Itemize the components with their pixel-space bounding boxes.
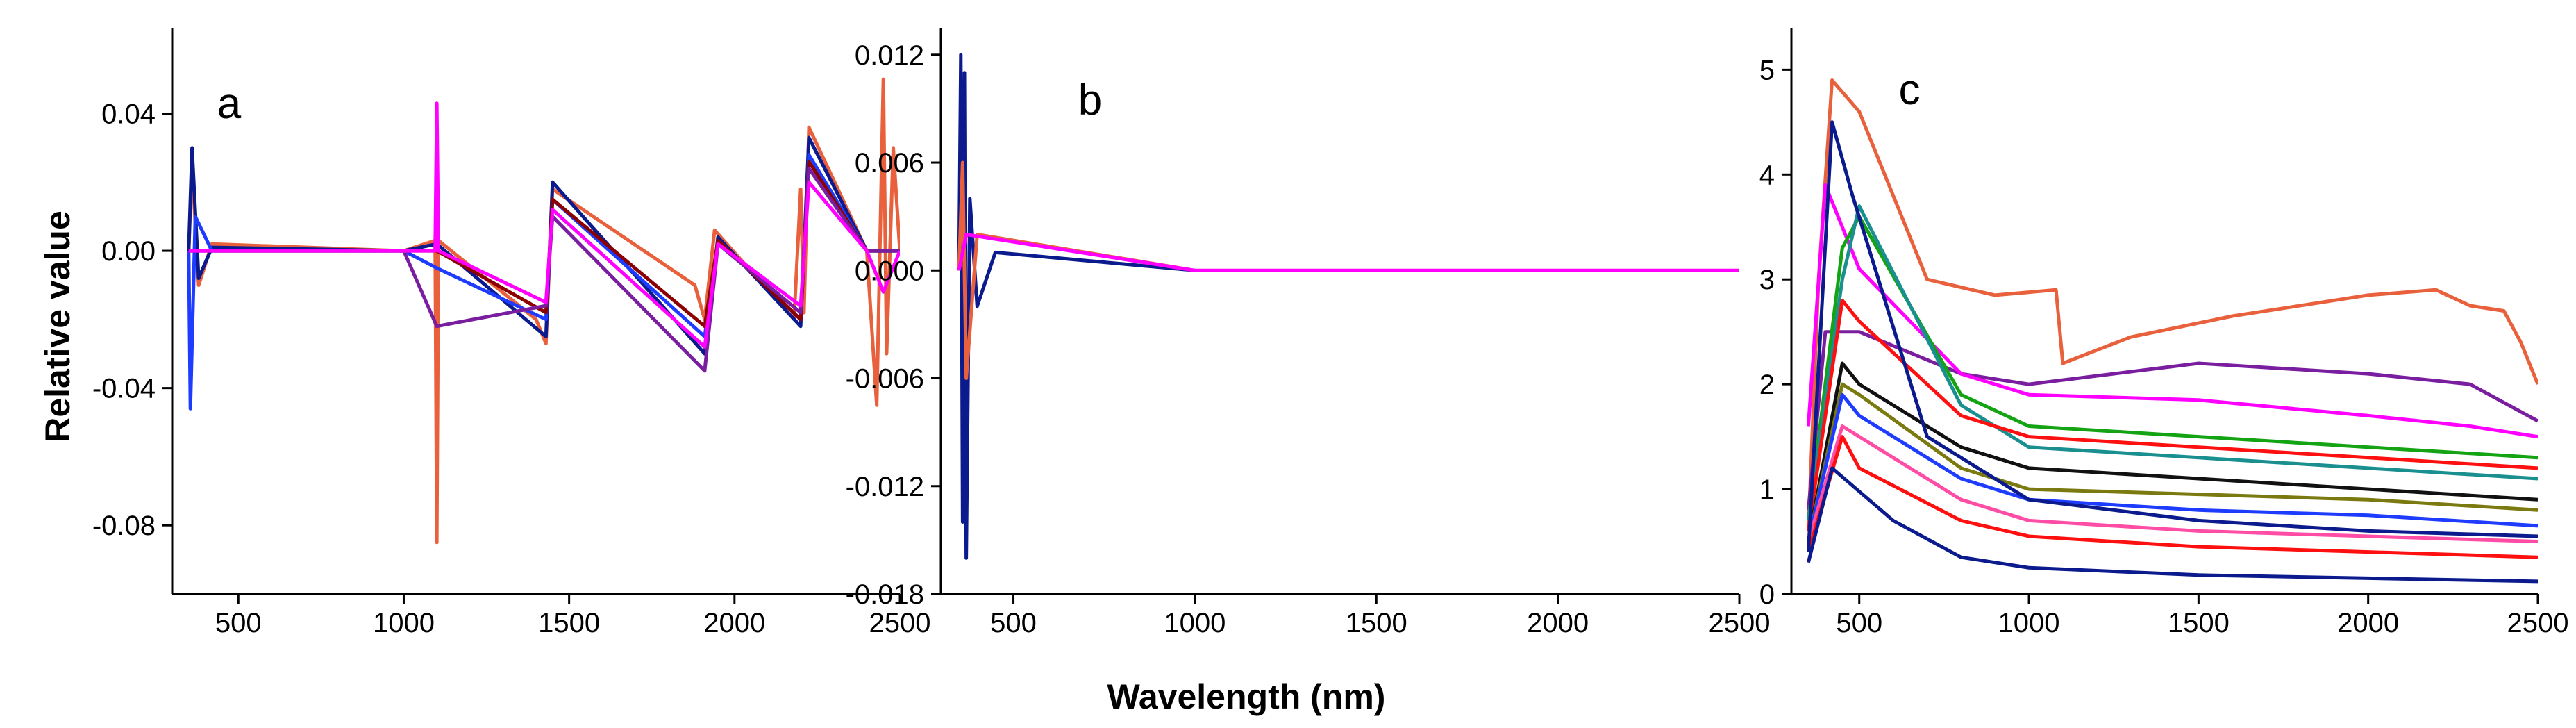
panel-b-y-tick-label: 0.000 <box>855 256 924 286</box>
panel-c-series-5 <box>1806 298 2538 531</box>
panel-a-x-tick-label: 2500 <box>869 608 931 638</box>
panel-a-series-group <box>187 77 900 545</box>
panel-a-y-tick-label: -0.08 <box>92 511 156 541</box>
panel-c-y-tick-label: 5 <box>1759 55 1775 85</box>
panel-c-x-tick-label: 2000 <box>2337 608 2399 638</box>
panel-b-x-tick-label: 500 <box>990 608 1037 638</box>
panel-c-y-tick-label: 4 <box>1759 160 1775 190</box>
panel-c-series-12 <box>1806 466 2538 584</box>
panel-c-series-10 <box>1807 435 2538 559</box>
panel-b-y-tick-label: -0.018 <box>846 579 924 610</box>
panel-c-series-11 <box>1806 120 2538 552</box>
panel-c-x-tick-label: 1500 <box>2168 608 2230 638</box>
panel-c-y-tick-label: 1 <box>1759 474 1775 505</box>
panel-b-x-tick-label: 2000 <box>1527 608 1589 638</box>
panel-c-letter: c <box>1899 66 1921 114</box>
panel-a-series-5 <box>188 101 900 349</box>
panel-c-series-6 <box>1806 361 2538 542</box>
panel-a-x-tick-label: 2000 <box>703 608 765 638</box>
panel-c-x-tick-label: 1000 <box>1998 608 2060 638</box>
panel-b-y-tick-label: -0.006 <box>846 364 924 395</box>
panel-c-series-9 <box>1807 424 2538 543</box>
panel-a-y-tick-label: 0.04 <box>101 99 156 129</box>
panel-c-y-tick-label: 2 <box>1759 370 1775 400</box>
panel-b-series-group <box>957 53 1739 560</box>
shared-y-axis-title: Relative value <box>38 210 77 442</box>
panel-c-y-tick-label: 3 <box>1759 265 1775 295</box>
panel-c: 500 1000 1500 2000 2500 0 1 2 3 4 5 c <box>1759 28 2569 638</box>
panel-a-letter: a <box>217 80 242 128</box>
panel-b-series-2 <box>957 233 1739 272</box>
panel-a: 500 1000 1500 2000 2500 0.04 0.00 -0.04 -0.08 a <box>92 28 931 638</box>
panel-b: 500 1000 1500 2000 2500 0.012 0.006 0.000 -0.006… <box>846 28 1771 638</box>
panel-c-series-8 <box>1806 392 2538 543</box>
panel-c-y-tick-label: 0 <box>1759 579 1775 610</box>
panel-a-x-tick-label: 500 <box>215 608 262 638</box>
panel-a-x-tick-label: 1000 <box>373 608 435 638</box>
panel-b-x-tick-label: 1000 <box>1164 608 1226 638</box>
panel-a-y-tick-label: 0.00 <box>101 236 156 267</box>
panel-c-series-3 <box>1806 215 2538 521</box>
shared-x-axis-title: Wavelength (nm) <box>1107 677 1386 716</box>
panel-c-series-group <box>1806 78 2538 584</box>
panel-c-x-tick-label: 500 <box>1836 608 1882 638</box>
panel-b-y-tick-label: 0.012 <box>855 40 924 71</box>
panel-c-x-tick-label: 2500 <box>2507 608 2569 638</box>
panel-c-series-0 <box>1806 78 2538 531</box>
panel-a-x-tick-label: 1500 <box>538 608 600 638</box>
panel-a-y-tick-label: -0.04 <box>92 374 156 404</box>
panel-b-y-tick-label: 0.006 <box>855 148 924 179</box>
panel-c-series-2 <box>1806 183 2538 439</box>
panel-b-x-tick-label: 2500 <box>1709 608 1771 638</box>
panel-b-x-tick-label: 1500 <box>1346 608 1407 638</box>
panel-b-letter: b <box>1078 76 1102 124</box>
panel-b-y-tick-label: -0.012 <box>846 472 924 502</box>
